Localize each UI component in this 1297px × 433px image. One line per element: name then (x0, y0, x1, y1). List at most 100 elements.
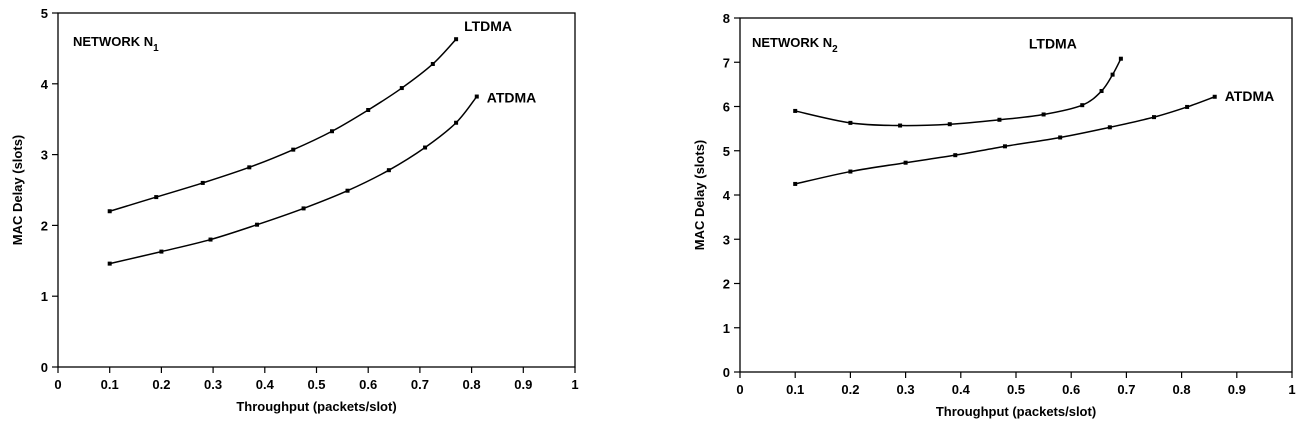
data-point-atdma (301, 206, 306, 211)
x-tick-label: 1 (1288, 382, 1295, 397)
data-point-ltdma (454, 37, 459, 42)
x-tick-label: 0.2 (841, 382, 859, 397)
data-point-ltdma (366, 107, 371, 112)
y-tick-label: 0 (723, 365, 730, 380)
series-label-atdma: ATDMA (1225, 88, 1275, 104)
y-tick-label: 4 (723, 188, 731, 203)
network-label: NETWORK N2 (752, 35, 838, 55)
data-point-atdma (793, 181, 798, 186)
data-point-atdma (107, 261, 112, 266)
y-tick-label: 6 (723, 100, 730, 115)
data-point-ltdma (399, 86, 404, 91)
data-point-ltdma (1041, 112, 1046, 117)
x-tick-label: 0.5 (1007, 382, 1025, 397)
data-point-ltdma (200, 180, 205, 185)
data-point-atdma (474, 94, 479, 99)
data-point-atdma (255, 222, 260, 227)
data-point-ltdma (1118, 56, 1123, 61)
series-line-atdma (109, 96, 478, 265)
data-point-atdma (848, 169, 853, 174)
series-line-atdma (795, 96, 1215, 185)
data-point-ltdma (898, 123, 903, 128)
series-label-atdma: ATDMA (487, 90, 537, 106)
y-axis-label: MAC Delay (slots) (10, 135, 25, 246)
data-point-ltdma (848, 120, 853, 125)
network-label-subscript: 1 (153, 43, 159, 54)
y-tick-label: 5 (41, 6, 48, 21)
data-point-ltdma (1110, 72, 1115, 77)
chart-network-n1: 0 0.1 0.2 0.3 0.4 0.5 0.6 0.7 0.8 0.9 1 0 1 2 3 4 5 Throu… (10, 6, 579, 414)
data-point-atdma (1107, 125, 1112, 130)
x-tick-label: 0.9 (1228, 382, 1246, 397)
y-tick-label: 0 (41, 360, 48, 375)
x-tick-label: 0.8 (463, 377, 481, 392)
data-point-atdma (159, 249, 164, 254)
plot-frame (57, 12, 576, 368)
x-tick-label: 0.7 (1117, 382, 1135, 397)
data-point-ltdma (1099, 89, 1104, 94)
data-point-atdma (1212, 94, 1217, 99)
x-tick-label: 0.4 (952, 382, 971, 397)
x-tick-label: 0.5 (307, 377, 325, 392)
data-point-ltdma (1080, 103, 1085, 108)
data-point-ltdma (793, 108, 798, 113)
data-point-atdma (454, 120, 459, 125)
x-tick-label: 0.8 (1173, 382, 1191, 397)
data-point-atdma (903, 160, 908, 165)
data-point-atdma (1002, 144, 1007, 149)
data-point-atdma (208, 237, 213, 242)
x-tick-label: 0.4 (256, 377, 275, 392)
network-label-subscript: 2 (832, 44, 838, 55)
x-tick-label: 0.3 (897, 382, 915, 397)
x-tick-label: 0.3 (204, 377, 222, 392)
y-tick-label: 4 (41, 77, 49, 92)
data-point-ltdma (247, 165, 252, 170)
data-point-ltdma (291, 147, 296, 152)
x-tick-label: 0.1 (786, 382, 804, 397)
y-tick-label: 3 (723, 232, 730, 247)
data-point-atdma (345, 188, 350, 193)
x-tick-label: 0.2 (152, 377, 170, 392)
data-point-ltdma (154, 195, 159, 200)
data-point-ltdma (997, 117, 1002, 122)
y-tick-label: 8 (723, 11, 730, 26)
x-tick-label: 0.6 (359, 377, 377, 392)
series-label-ltdma: LTDMA (464, 18, 512, 34)
x-tick-label: 0.7 (411, 377, 429, 392)
y-tick-label: 1 (723, 321, 730, 336)
y-tick-label: 1 (41, 289, 48, 304)
x-tick-label: 1 (571, 377, 578, 392)
series-line-ltdma (795, 58, 1122, 127)
x-tick-label: 0 (54, 377, 61, 392)
series-line-ltdma (109, 38, 457, 212)
y-axis-label: MAC Delay (slots) (692, 140, 707, 251)
x-tick-label: 0.6 (1062, 382, 1080, 397)
x-axis-label: Throughput (packets/slot) (936, 404, 1096, 419)
data-point-atdma (1152, 115, 1156, 120)
plot-frame (739, 17, 1293, 373)
data-point-atdma (1185, 104, 1190, 109)
data-point-atdma (423, 145, 428, 150)
network-label: NETWORK N1 (73, 34, 159, 54)
x-tick-label: 0.1 (101, 377, 119, 392)
data-point-ltdma (430, 61, 435, 66)
y-tick-label: 5 (723, 144, 730, 159)
y-tick-label: 2 (723, 277, 730, 292)
data-point-atdma (953, 153, 958, 158)
network-label-main: NETWORK N (752, 35, 832, 50)
y-tick-label: 7 (723, 55, 730, 70)
data-point-atdma (386, 168, 391, 173)
x-tick-label: 0 (736, 382, 743, 397)
chart-network-n2: 0 0.1 0.2 0.3 0.4 0.5 0.6 0.7 0.8 0.9 1 0 1 2 3 4 5 6 7 8 Th… (692, 11, 1296, 419)
y-tick-label: 3 (41, 148, 48, 163)
series-label-ltdma: LTDMA (1029, 36, 1077, 52)
x-axis-label: Throughput (packets/slot) (236, 399, 396, 414)
data-point-ltdma (330, 129, 335, 134)
y-tick-label: 2 (41, 218, 48, 233)
data-point-ltdma (107, 209, 112, 214)
x-tick-label: 0.9 (514, 377, 532, 392)
data-point-ltdma (947, 122, 952, 127)
network-label-main: NETWORK N (73, 34, 153, 49)
data-point-atdma (1058, 135, 1063, 140)
